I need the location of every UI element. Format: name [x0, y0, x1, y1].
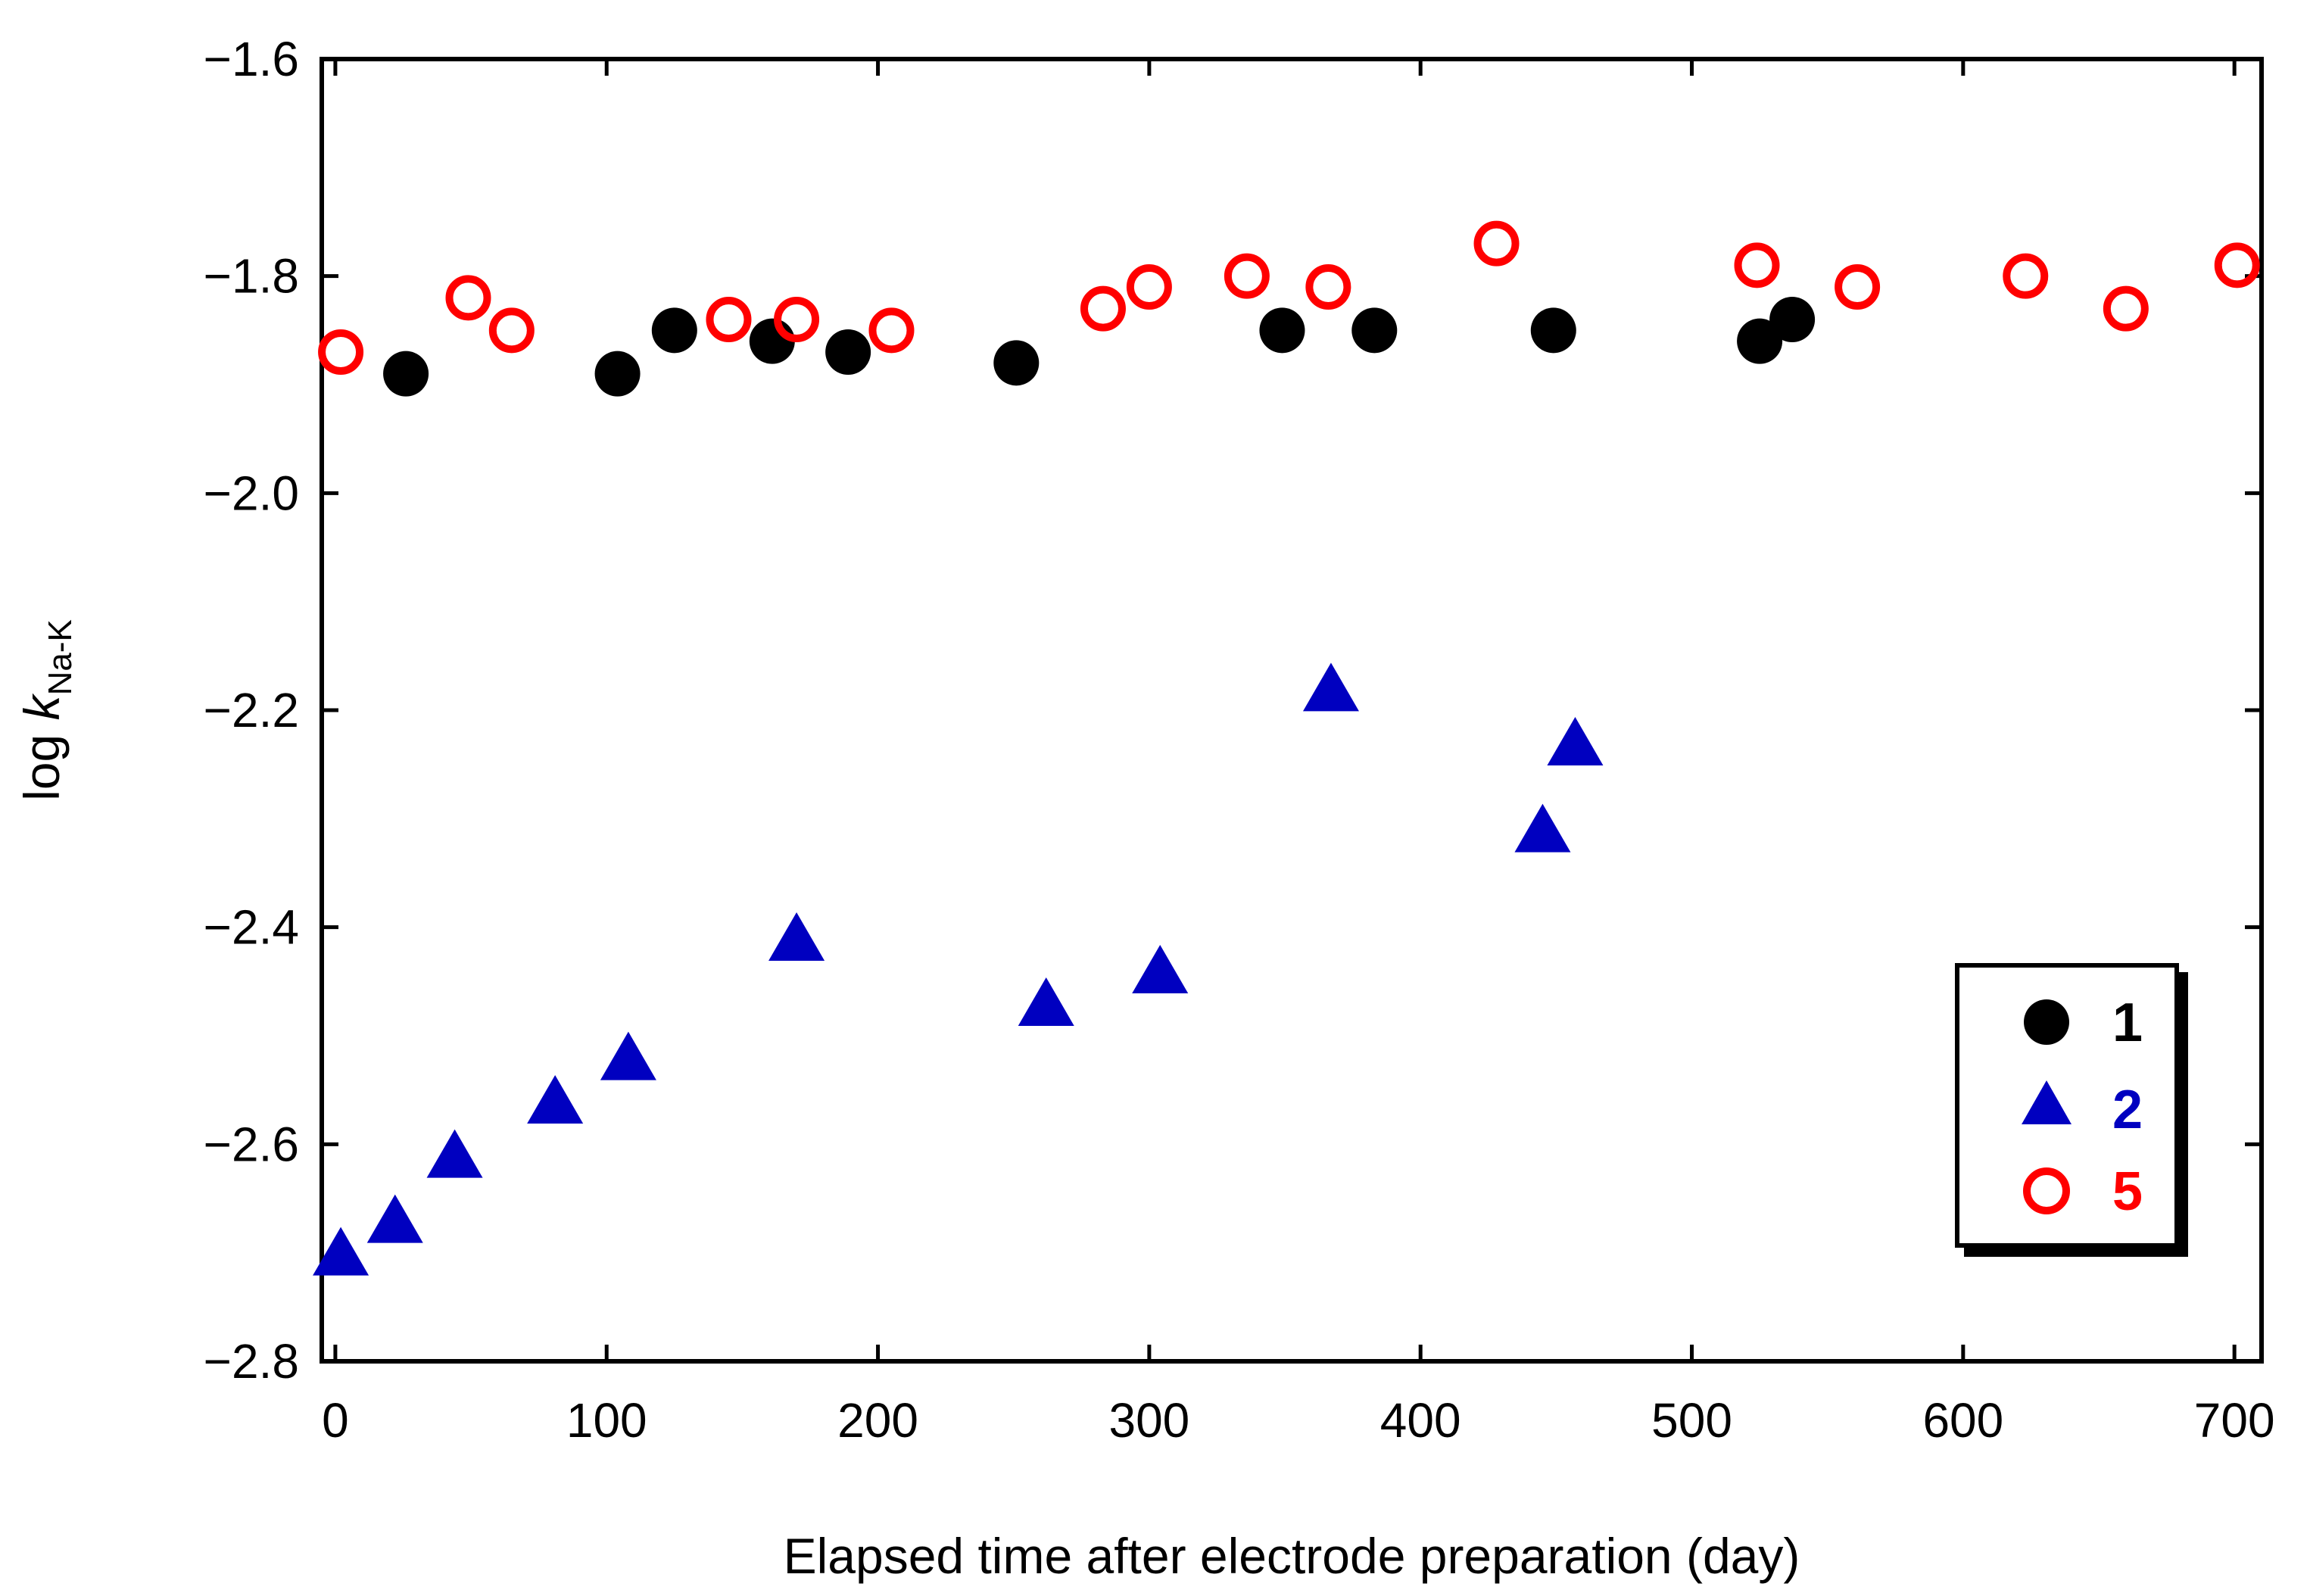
data-point-series-5 — [1473, 220, 1520, 267]
data-point-series-1 — [1737, 318, 1783, 364]
x-tick-label: 400 — [1380, 1393, 1461, 1448]
legend-marker-series-5 — [2023, 1167, 2070, 1214]
y-axis-ticks: −2.8 −2.6 −2.4 −2.2 −2.0 −1.8 −1.6 — [204, 32, 2262, 1389]
legend-label-series-1: 1 — [2112, 993, 2143, 1053]
x-tick-label: 300 — [1108, 1393, 1189, 1448]
x-tick-label: 500 — [1651, 1393, 1732, 1448]
y-tick-label: −2.8 — [204, 1334, 299, 1389]
data-point-series-5 — [1126, 264, 1172, 310]
data-point-series-1 — [651, 307, 697, 354]
y-tick-label: −1.6 — [204, 32, 299, 86]
x-tick-label: 100 — [566, 1393, 647, 1448]
data-point-series-5 — [1835, 264, 1881, 310]
data-point-series-1 — [594, 351, 641, 397]
data-point-series-1 — [1530, 307, 1576, 354]
data-point-series-2 — [366, 1194, 423, 1243]
data-point-series-2 — [1132, 945, 1189, 993]
series-2 — [313, 662, 1604, 1276]
data-point-series-2 — [1547, 717, 1604, 765]
data-point-series-5 — [774, 297, 820, 342]
x-tick-label: 200 — [837, 1393, 918, 1448]
data-point-series-2 — [768, 912, 825, 961]
data-point-series-5 — [2214, 242, 2260, 288]
data-point-series-1 — [383, 351, 429, 397]
x-axis-ticks: 0 100 200 300 400 500 600 700 — [322, 59, 2275, 1448]
data-point-series-5 — [445, 275, 491, 321]
x-tick-label: 700 — [2194, 1393, 2275, 1448]
data-point-series-5 — [868, 307, 915, 354]
data-point-series-1 — [993, 340, 1040, 386]
data-point-series-1 — [1351, 307, 1398, 354]
data-point-series-2 — [600, 1031, 656, 1080]
y-tick-label: −2.0 — [204, 466, 299, 520]
data-point-series-2 — [527, 1075, 584, 1124]
data-point-series-2 — [426, 1129, 483, 1178]
y-axis-title-variable: k — [14, 693, 70, 720]
data-point-series-5 — [706, 297, 752, 342]
data-point-series-5 — [2003, 253, 2049, 299]
data-point-series-1 — [825, 329, 871, 375]
data-point-series-2 — [1302, 662, 1359, 712]
series-1 — [383, 297, 1816, 397]
data-point-series-2 — [1018, 977, 1074, 1026]
data-point-series-5 — [1224, 253, 1270, 299]
x-axis-title: Elapsed time after electrode preparation… — [784, 1528, 1800, 1584]
legend: 1 2 5 — [1955, 963, 2179, 1248]
data-points — [313, 220, 2260, 1276]
data-point-series-5 — [488, 307, 535, 354]
x-tick-label: 0 — [322, 1393, 349, 1448]
series-5 — [318, 220, 2260, 375]
data-point-series-2 — [313, 1227, 369, 1276]
legend-marker-series-2 — [2022, 1080, 2072, 1124]
legend-label-series-2: 2 — [2112, 1080, 2143, 1140]
y-axis-title-prefix: log — [14, 720, 70, 800]
data-point-series-5 — [318, 329, 364, 375]
legend-label-series-5: 5 — [2112, 1161, 2143, 1222]
data-point-series-1 — [1259, 307, 1305, 354]
data-point-series-5 — [1734, 242, 1780, 288]
data-point-series-2 — [1514, 803, 1571, 853]
y-tick-label: −2.2 — [204, 683, 299, 737]
legend-marker-series-1 — [2024, 999, 2069, 1045]
data-point-series-5 — [1305, 264, 1351, 310]
data-point-series-1 — [1769, 297, 1816, 342]
legend-box — [1955, 963, 2179, 1248]
data-point-series-1 — [749, 318, 795, 364]
y-axis-title: log kNa-K — [14, 619, 79, 801]
y-tick-label: −2.6 — [204, 1117, 299, 1171]
data-point-series-5 — [2103, 285, 2149, 332]
y-tick-label: −1.8 — [204, 249, 299, 304]
y-axis-title-subscript: Na-K — [42, 619, 79, 695]
data-point-series-5 — [1080, 285, 1126, 332]
y-tick-label: −2.4 — [204, 900, 299, 955]
x-tick-label: 600 — [1922, 1393, 2003, 1448]
